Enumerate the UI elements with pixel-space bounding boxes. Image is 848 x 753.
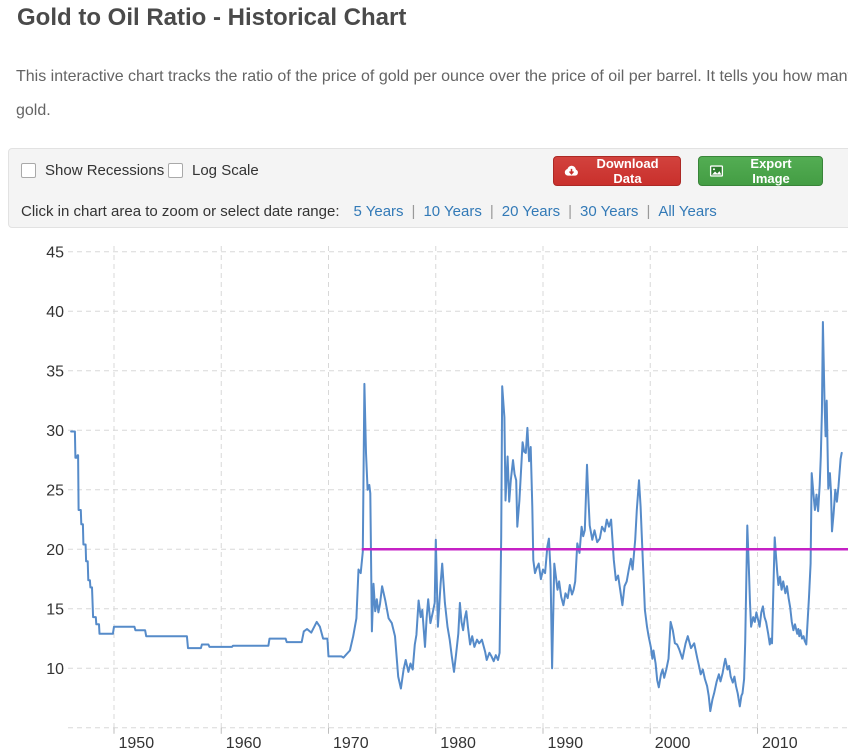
range-link-all-years[interactable]: All Years (658, 203, 717, 220)
image-icon (709, 165, 724, 177)
y-axis-label-35: 35 (46, 363, 64, 380)
page-description: This interactive chart tracks the ratio … (16, 60, 848, 128)
y-axis-label-45: 45 (46, 244, 64, 261)
log-scale-checkbox-group[interactable]: Log Scale (168, 162, 259, 179)
chart-plot-area[interactable] (68, 246, 848, 728)
gold-oil-ratio-series-line (70, 321, 843, 713)
x-axis-label-1950: 1950 (119, 735, 155, 752)
y-axis-label-10: 10 (46, 661, 64, 678)
description-line-2: gold. (16, 102, 51, 119)
y-axis-label-40: 40 (46, 304, 64, 321)
x-axis-label-2000: 2000 (655, 735, 691, 752)
description-line-1: This interactive chart tracks the ratio … (16, 68, 848, 85)
show-recessions-label: Show Recessions (45, 162, 165, 179)
range-link-30-years[interactable]: 30 Years (580, 203, 639, 220)
x-axis-label-1980: 1980 (440, 735, 476, 752)
y-axis-label-25: 25 (46, 482, 64, 499)
link-separator: | (568, 203, 573, 220)
y-axis-label-15: 15 (46, 601, 64, 618)
x-axis-label-1970: 1970 (333, 735, 369, 752)
show-recessions-checkbox[interactable] (21, 163, 36, 178)
link-separator: | (646, 203, 651, 220)
show-recessions-checkbox-group[interactable]: Show Recessions (21, 162, 164, 179)
range-link-5-years[interactable]: 5 Years (353, 203, 404, 220)
export-image-button[interactable]: Export Image (698, 156, 823, 186)
download-data-label: Download Data (596, 156, 659, 186)
x-axis-label-1960: 1960 (226, 735, 262, 752)
date-range-row: Click in chart area to zoom or select da… (21, 203, 717, 220)
link-separator: | (411, 203, 416, 220)
export-image-label: Export Image (750, 156, 792, 186)
log-scale-label: Log Scale (192, 162, 259, 179)
download-data-button[interactable]: Download Data (553, 156, 681, 186)
chart-controls-panel: Show Recessions Log Scale Download Data … (8, 148, 848, 228)
cloud-download-icon (564, 165, 578, 176)
link-separator: | (489, 203, 494, 220)
y-axis-label-30: 30 (46, 423, 64, 440)
range-link-20-years[interactable]: 20 Years (501, 203, 561, 220)
range-link-10-years[interactable]: 10 Years (423, 203, 482, 220)
log-scale-checkbox[interactable] (168, 163, 183, 178)
x-axis-label-1990: 1990 (548, 735, 584, 752)
x-axis-label-2010: 2010 (762, 735, 798, 752)
y-axis-label-20: 20 (46, 542, 64, 559)
page-title: Gold to Oil Ratio - Historical Chart (17, 4, 407, 31)
gold-oil-ratio-chart: 1950 1960 1970 1980 1990 2000 2010101520253035… (46, 244, 848, 752)
zoom-hint-text: Click in chart area to zoom or select da… (21, 203, 340, 220)
